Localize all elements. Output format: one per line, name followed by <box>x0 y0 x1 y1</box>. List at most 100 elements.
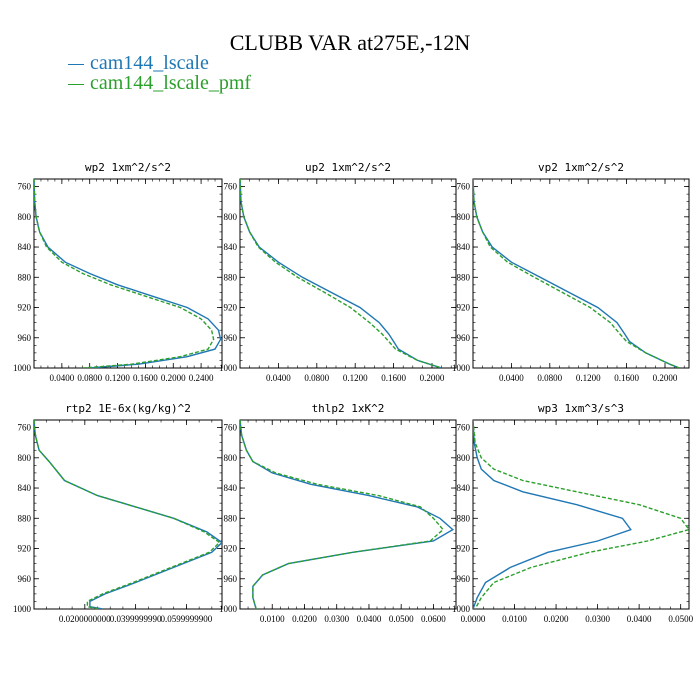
series-line-lscale-pmf <box>473 420 689 609</box>
x-tick-label: 0.0399999990 <box>110 614 162 624</box>
y-tick-label: 800 <box>18 212 32 222</box>
x-tick-label: 0.0200 <box>292 614 317 624</box>
y-tick-label: 960 <box>224 333 238 343</box>
y-tick-label: 920 <box>18 303 32 313</box>
x-tick-label: 0.0000 <box>461 614 486 624</box>
legend-entry-lscale: cam144_lscale <box>68 52 209 75</box>
y-tick-label: 880 <box>457 272 471 282</box>
legend-swatch-lscale <box>68 63 84 65</box>
x-tick-label: 0.0800 <box>304 373 329 383</box>
y-tick-label: 920 <box>457 303 471 313</box>
panel-wp3: wp3 1xm^3/s^3 760 800 840 880 920 960 10000.000… <box>452 402 694 624</box>
x-tick-label: 0.0800 <box>537 373 562 383</box>
plot-frame-thlp2 <box>239 419 457 610</box>
y-tick-label: 960 <box>457 333 471 343</box>
y-tick-label: 1000 <box>13 604 32 614</box>
y-tick-label: 760 <box>457 182 471 192</box>
x-tick-label: 0.0400 <box>627 614 652 624</box>
legend-label-lscale-pmf: cam144_lscale_pmf <box>90 72 252 94</box>
chart-title: CLUBB VAR at275E,-12N <box>229 30 471 55</box>
series-line-lscale-pmf <box>34 179 215 368</box>
panel-title-wp2: wp2 1xm^2/s^2 <box>85 161 171 174</box>
plot-frame-wp2 <box>33 178 223 369</box>
y-tick-label: 760 <box>224 423 238 433</box>
y-tick-label: 800 <box>18 453 32 463</box>
x-tick-label: 0.2000 <box>161 373 186 383</box>
y-tick-label: 760 <box>18 182 32 192</box>
series-line-lscale <box>34 179 222 368</box>
x-tick-label: 0.0500 <box>389 614 414 624</box>
panel-vp2: vp2 1xm^2/s^2 760 800 840 880 920 960 1000 0.040… <box>452 161 690 383</box>
x-tick-label: 0.0400 <box>357 614 382 624</box>
series-line-lscale <box>240 420 454 609</box>
panel-thlp2: thlp2 1xK^2 760 800 840 880 920 960 1000 0.0100 0… <box>219 402 457 624</box>
series-line-lscale-pmf <box>473 179 680 368</box>
y-tick-label: 960 <box>18 333 32 343</box>
series-line-lscale <box>473 179 680 368</box>
x-tick-label: 0.0200000000 <box>59 614 111 624</box>
series-line-lscale-pmf <box>240 420 445 609</box>
y-tick-label: 800 <box>224 453 238 463</box>
plot-frame-up2 <box>239 178 457 369</box>
y-tick-label: 800 <box>457 212 471 222</box>
plot-frame-rtp2 <box>33 419 223 610</box>
y-tick-label: 1000 <box>219 363 238 373</box>
x-tick-label: 0.0100 <box>502 614 527 624</box>
x-tick-label: 0.1200 <box>576 373 601 383</box>
x-tick-label: 0.0400 <box>266 373 291 383</box>
x-tick-label: 0.0400 <box>49 373 74 383</box>
y-tick-label: 840 <box>457 483 471 493</box>
y-tick-label: 960 <box>457 574 471 584</box>
plot-frame-wp3 <box>472 419 690 610</box>
x-tick-label: 0.0800 <box>77 373 102 383</box>
y-tick-label: 840 <box>224 242 238 252</box>
y-tick-label: 880 <box>457 513 471 523</box>
y-tick-label: 880 <box>18 272 32 282</box>
x-tick-label: 0.0300 <box>324 614 349 624</box>
legend-entry-lscale-pmf: cam144_lscale_pmf <box>68 72 251 95</box>
y-tick-label: 920 <box>457 544 471 554</box>
y-tick-label: 920 <box>18 544 32 554</box>
x-tick-label: 0.2000 <box>420 373 445 383</box>
y-tick-label: 800 <box>224 212 238 222</box>
y-tick-label: 1000 <box>13 363 32 373</box>
x-tick-label: 0.1200 <box>343 373 368 383</box>
series-line-lscale-pmf <box>240 179 442 368</box>
y-tick-label: 760 <box>18 423 32 433</box>
panel-title-wp3: wp3 1xm^3/s^3 <box>538 402 624 415</box>
y-tick-label: 800 <box>457 453 471 463</box>
y-tick-label: 1000 <box>452 604 471 614</box>
x-tick-label: 0.2400 <box>189 373 214 383</box>
panel-title-up2: up2 1xm^2/s^2 <box>305 161 391 174</box>
panel-up2: up2 1xm^2/s^2 760 800 840 880 920 960 1000 0.040… <box>219 161 457 383</box>
series-line-lscale-pmf <box>34 420 221 609</box>
x-tick-label: 0.1200 <box>105 373 130 383</box>
y-tick-label: 760 <box>224 182 238 192</box>
y-tick-label: 920 <box>224 544 238 554</box>
x-tick-label: 0.0200 <box>544 614 569 624</box>
x-tick-label: 0.1600 <box>381 373 406 383</box>
panel-wp2: wp2 1xm^2/s^2 760 800 840 880 920 960 1000 0.040… <box>13 161 223 383</box>
plot-frame-vp2 <box>472 178 690 369</box>
legend-label-lscale: cam144_lscale <box>90 52 209 74</box>
series-line-lscale <box>34 420 222 609</box>
y-tick-label: 840 <box>457 242 471 252</box>
y-tick-label: 1000 <box>452 363 471 373</box>
x-tick-label: 0.0599999900 <box>161 614 213 624</box>
y-tick-label: 840 <box>18 242 32 252</box>
y-tick-label: 840 <box>224 483 238 493</box>
panel-title-rtp2: rtp2 1E-6x(kg/kg)^2 <box>65 402 191 415</box>
x-tick-label: 0.1600 <box>133 373 158 383</box>
y-tick-label: 920 <box>224 303 238 313</box>
x-tick-label: 0.0600 <box>421 614 446 624</box>
panel-rtp2: rtp2 1E-6x(kg/kg)^2 760 800 840 880 920 960 100… <box>13 402 223 624</box>
x-tick-label: 0.0100 <box>260 614 285 624</box>
y-tick-label: 880 <box>224 513 238 523</box>
x-tick-label: 0.1600 <box>614 373 639 383</box>
series-line-lscale <box>240 179 442 368</box>
y-tick-label: 760 <box>457 423 471 433</box>
panel-title-thlp2: thlp2 1xK^2 <box>312 402 385 415</box>
y-tick-label: 880 <box>224 272 238 282</box>
y-tick-label: 1000 <box>219 604 238 614</box>
